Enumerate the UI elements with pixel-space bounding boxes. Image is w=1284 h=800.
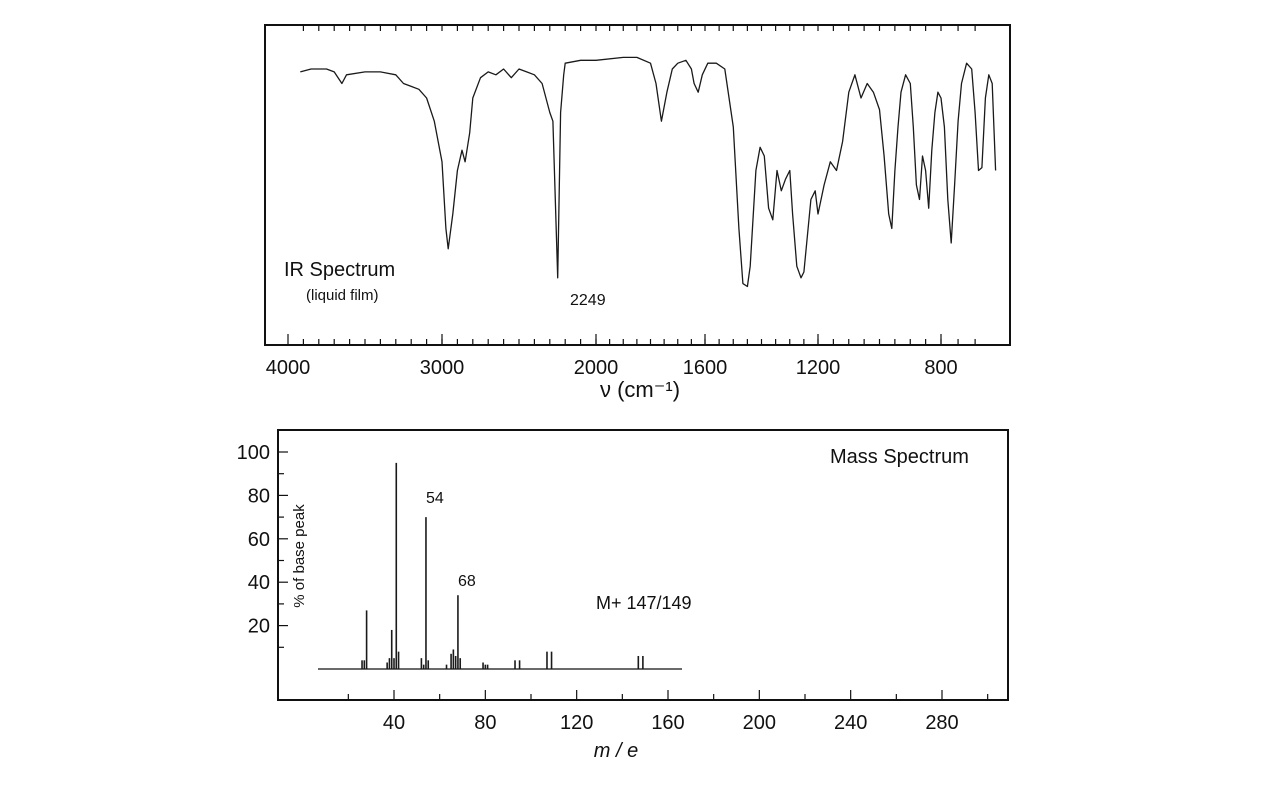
ms-molecular-ion-label: M+ 147/149 xyxy=(596,593,692,613)
ms-x-tick-label: 120 xyxy=(560,712,593,734)
ms-peaks xyxy=(361,462,644,669)
ms-y-axis-label: % of base peak xyxy=(291,504,308,608)
ir-x-tick-label: 2000 xyxy=(574,357,619,379)
ir-x-tick-label: 800 xyxy=(924,357,957,379)
ir-x-axis-label: ν (cm⁻¹) xyxy=(600,377,680,402)
ir-x-axis: 4000 3000 2000 1600 1200 800 xyxy=(266,25,976,379)
ms-title: Mass Spectrum xyxy=(830,446,969,468)
ms-y-tick-label: 60 xyxy=(248,529,270,551)
ms-y-tick-label: 20 xyxy=(248,616,270,638)
ir-spectrum-line xyxy=(300,56,997,288)
ms-x-tick-label: 40 xyxy=(383,712,405,734)
ms-peak-label-54: 54 xyxy=(426,490,444,507)
ir-peak-label-2249: 2249 xyxy=(570,292,606,309)
ir-x-tick-label: 1200 xyxy=(796,357,841,379)
ms-x-axis-label: m / e xyxy=(594,740,638,762)
ms-peak-label-68: 68 xyxy=(458,573,476,590)
ms-x-tick-label: 160 xyxy=(651,712,684,734)
ms-x-tick-label: 80 xyxy=(474,712,496,734)
ir-plot-frame xyxy=(264,24,1011,346)
ir-x-tick-label: 1600 xyxy=(683,357,728,379)
ms-plot-frame xyxy=(277,429,1009,701)
mass-spectrum-chart: 40 80 120 160 200 240 280 20 40 60 80 100 Mass Spec… xyxy=(237,429,1009,762)
ms-y-tick-label: 80 xyxy=(248,485,270,507)
ir-title: IR Spectrum xyxy=(284,259,395,281)
ms-y-tick-label: 40 xyxy=(248,572,270,594)
ir-x-tick-label: 4000 xyxy=(266,357,311,379)
ms-x-tick-label: 200 xyxy=(743,712,776,734)
ir-x-tick-label: 3000 xyxy=(420,357,465,379)
ms-x-tick-label: 240 xyxy=(834,712,867,734)
ms-y-tick-label: 100 xyxy=(237,442,270,464)
ir-spectrum-chart: 4000 3000 2000 1600 1200 800 IR Spectrum (liq… xyxy=(264,24,1011,402)
ir-subtitle: (liquid film) xyxy=(306,287,379,304)
ms-axes: 40 80 120 160 200 240 280 20 40 60 80 100 xyxy=(237,442,989,734)
ms-x-tick-label: 280 xyxy=(925,712,958,734)
